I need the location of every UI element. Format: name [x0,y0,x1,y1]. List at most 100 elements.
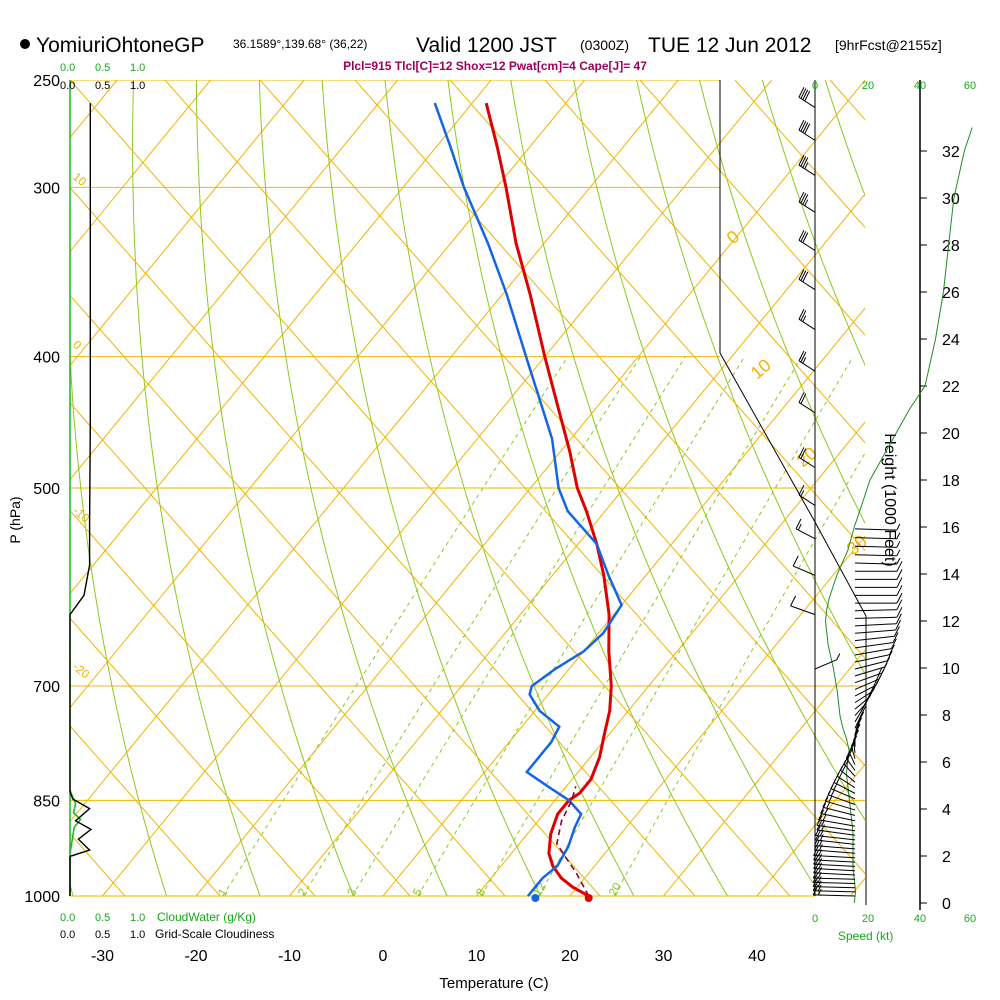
dry-adiabat-line [321,80,542,896]
wind-barbs [790,87,903,897]
theta-e-line [164,80,865,875]
wind-barb [798,191,816,213]
wind-barb-shaft [854,545,897,548]
height-tick-label: 26 [942,285,960,302]
theta-e-line [734,80,865,229]
height-tick-label: 22 [942,379,960,396]
wind-barb [855,569,903,580]
wind-barb-flag [896,577,903,588]
terrain-boundary [719,80,867,905]
height-tick-label: 8 [942,708,951,725]
speed-bot-0: 0 [812,913,818,925]
cw-bot-05: 0.5 [95,912,110,924]
wind-barb-shaft [816,824,856,832]
mixing-ratio-line [302,356,641,896]
theta-e-line [639,80,865,336]
temperature-tick-label: 20 [561,948,579,965]
wind-barb-shaft [827,794,856,805]
wind-barb-flag [800,393,807,404]
wind-barb-flag [792,555,799,567]
wind-barb-shaft [798,494,816,506]
header: YomiuriOhtoneGP 36.1589°,139.68° (36,22)… [20,34,942,73]
wind-barb-shaft [798,402,816,414]
wind-barb-shaft [854,623,897,627]
wind-barb-flag [800,156,807,167]
dry-adiabat-line [384,80,635,896]
wind-barb-flag [884,656,891,668]
wind-barb-flag [873,680,877,687]
mixing-ratio-line [480,356,803,896]
wind-barb [854,549,901,557]
wind-barb [798,87,816,109]
isotherm-line [0,80,24,896]
wind-barb-flag [802,157,809,168]
wind-barb [798,350,816,372]
dry-adiabat-line [761,80,865,367]
wind-barb-flag [896,549,901,557]
height-tick-label: 18 [942,473,960,490]
theta-e-line [70,402,506,896]
dry-adiabat-line [573,80,865,821]
wind-barb-shaft [854,672,883,684]
wind-barb-flag [802,271,809,283]
pressure-tick-label: 700 [33,679,60,696]
temperature-tick-label: -10 [278,948,301,965]
wind-barb [813,839,856,854]
wind-barb [812,872,856,885]
isotherm-line [850,877,865,896]
wind-barb [790,595,816,616]
wind-barb-shaft [798,201,816,213]
wind-barb-flag [798,447,805,458]
wind-barb [798,119,816,141]
dewpoint-line [433,102,624,897]
stability-indices: Plcl=915 Tlcl[C]=12 Shox=12 Pwat[cm]=4 C… [343,59,647,73]
wind-barb-shaft [814,659,837,670]
theta-e-line [70,725,221,896]
wind-barb-flag [798,154,805,166]
height-axis-title: Height (1000 Feet) [881,433,898,566]
wind-barb-shaft [850,746,856,759]
wind-barb-flag [896,592,903,604]
wind-barb-flag [818,844,823,851]
dry-adiabat-line [258,80,448,896]
wind-barb-flag [818,866,823,874]
wind-barb-shaft [798,278,816,291]
cl-bot-1: 1.0 [130,929,145,941]
mixing-ratio-label: 12 [530,880,549,899]
wind-barb-shaft [854,696,870,710]
cloudiness-title: Grid-Scale Cloudiness [155,927,274,941]
wind-barb-flag [820,803,827,814]
height-tick-label: 32 [942,144,960,161]
cloud-water-title: CloudWater (g/Kg) [157,910,256,924]
pressure-tick-label: 1000 [24,889,60,906]
wind-barb-shaft [854,678,880,690]
speed-top-60: 60 [964,80,976,92]
wind-barb-flag [802,315,807,322]
wind-barb-flag [798,350,805,362]
wind-barb-flag [818,853,823,861]
wind-barb-flag [841,765,846,772]
surface-dewpoint-dot [531,894,540,902]
wind-barb-shaft [853,740,856,753]
wind-barb-shaft [854,666,885,677]
speed-scale-bottom: 0 20 40 60 [812,913,976,925]
pressure-tick-label: 300 [33,180,60,197]
wind-barb [813,849,856,863]
isotherm-label: 0 [723,226,744,248]
wind-barb-flag [800,490,805,497]
temperature-tick-label: -30 [91,948,114,965]
cl-bot-0: 0.0 [60,929,75,941]
wind-barb-shaft [798,164,816,176]
wind-barb-flag [857,717,862,724]
wind-barb-flag [790,595,797,607]
wind-barb-shaft [854,684,877,697]
theta-e-line [70,80,791,896]
theta-e-line [925,80,1000,896]
wind-barb-flag [798,484,805,496]
isotherm-line [569,535,865,896]
theta-e-line [259,80,865,767]
wind-barb-flag [838,771,843,778]
cloud-scale-bottom: 0.0 0.5 1.0 0.0 0.5 1.0 [60,912,145,941]
wind-barb-flag [886,650,893,662]
